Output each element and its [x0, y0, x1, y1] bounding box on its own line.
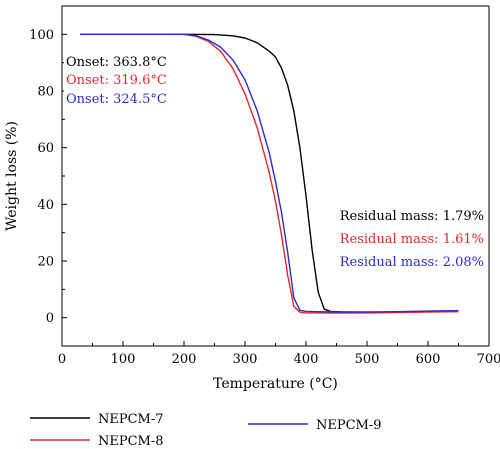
series-line-nepcm-8 [80, 33, 459, 314]
onset-label-background [64, 52, 172, 108]
y-tick-label: 40 [37, 198, 54, 213]
series-line-nepcm-9 [80, 33, 459, 313]
onset-annotation: Onset: 319.6°C [66, 73, 167, 88]
onset-annotation: Onset: 363.8°C [66, 55, 167, 70]
y-tick-label: 60 [37, 141, 54, 156]
legend-item-nepcm-8: NEPCM-8 [30, 434, 164, 449]
x-tick-label: 400 [294, 352, 319, 367]
legend: NEPCM-7 NEPCM-8 NEPCM-9 [30, 412, 382, 449]
x-tick-label: 100 [111, 352, 136, 367]
y-tick-label: 20 [37, 255, 54, 270]
residual-mass-annotation: Residual mass: 1.79% [340, 209, 484, 224]
legend-label: NEPCM-7 [98, 412, 164, 427]
x-tick-label: 600 [416, 352, 441, 367]
x-tick-label: 500 [355, 352, 380, 367]
y-tick-label: 100 [29, 28, 54, 43]
x-tick-label: 0 [58, 352, 66, 367]
legend-item-nepcm-9: NEPCM-9 [248, 418, 382, 433]
y-axis-title: Weight loss (%) [4, 121, 20, 231]
y-tick-label: 80 [37, 85, 54, 100]
x-tick-label: 700 [477, 352, 500, 367]
x-axis-ticks: 0 100 200 300 400 500 600 700 [58, 341, 500, 367]
legend-item-nepcm-7: NEPCM-7 [30, 412, 164, 427]
y-tick-label: 0 [46, 311, 54, 326]
y-axis-ticks: 0 20 40 60 80 100 [29, 5, 67, 347]
legend-label: NEPCM-9 [316, 418, 382, 433]
x-tick-label: 200 [172, 352, 197, 367]
onset-annotation: Onset: 324.5°C [66, 92, 167, 107]
residual-mass-annotation: Residual mass: 2.08% [340, 255, 484, 270]
annotations: Onset: 363.8°C Onset: 319.6°C Onset: 324.5… [64, 52, 484, 270]
x-tick-label: 300 [233, 352, 258, 367]
x-axis-title: Temperature (°C) [213, 376, 338, 392]
residual-mass-annotation: Residual mass: 1.61% [340, 232, 484, 247]
series-lines [80, 33, 459, 314]
legend-label: NEPCM-8 [98, 434, 164, 449]
